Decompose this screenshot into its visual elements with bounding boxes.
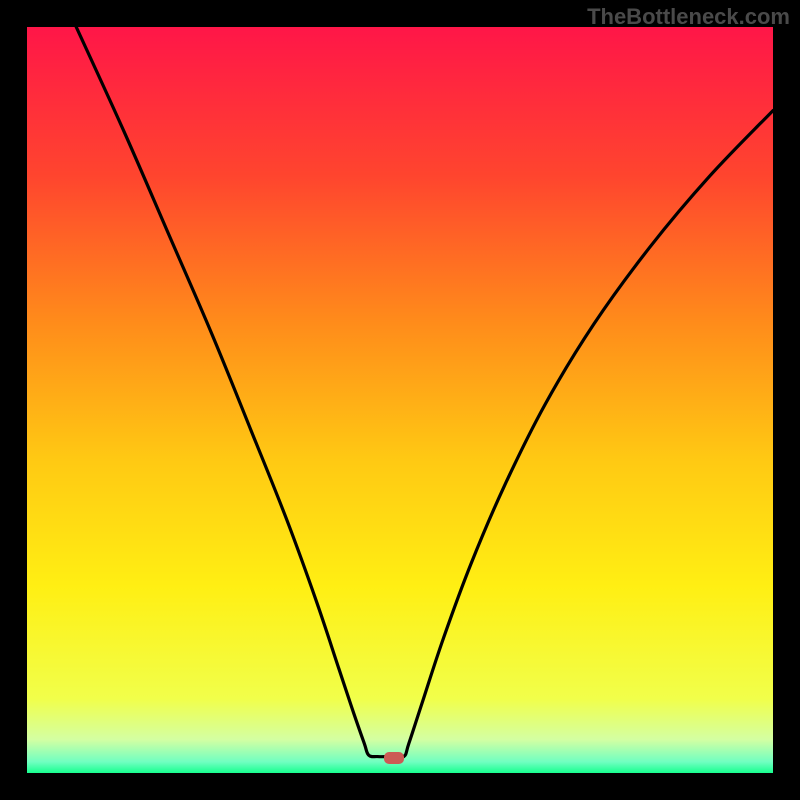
optimal-point-marker	[384, 752, 404, 764]
watermark-text: TheBottleneck.com	[587, 4, 790, 30]
plot-area	[27, 27, 773, 773]
chart-container: TheBottleneck.com	[0, 0, 800, 800]
bottleneck-curve	[27, 27, 773, 773]
